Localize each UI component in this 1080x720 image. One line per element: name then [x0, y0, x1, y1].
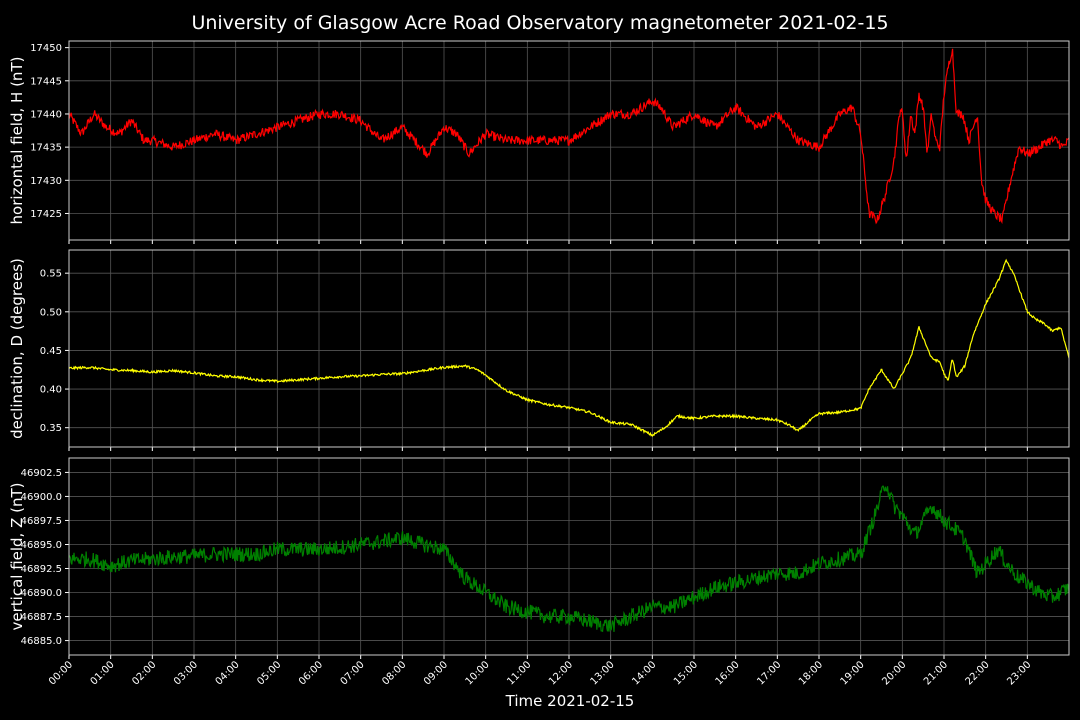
y-tick-label: 0.40	[40, 385, 62, 396]
panel-D: 0.35 0.40 0.45 0.50 0.55 declination, D (degr…	[8, 249, 1070, 451]
y-tick-label: 46892.5	[21, 564, 62, 575]
series-line-H	[69, 48, 1069, 225]
panel-H: 17425 17430 17435 17440 17445 17450 horizontal…	[8, 40, 1070, 244]
y-tick-label: 46887.5	[21, 612, 62, 623]
y-tick-label: 17445	[30, 76, 62, 87]
y-axis-label: horizontal field, H (nT)	[8, 57, 26, 225]
y-tick-label: 17440	[30, 109, 62, 120]
y-tick-label: 46902.5	[21, 468, 62, 479]
y-tick-label: 17430	[30, 176, 62, 187]
y-tick-label: 0.35	[40, 423, 62, 434]
y-tick-label: 46885.0	[21, 636, 62, 647]
panel-Z: 46885.0 46887.5 46890.0 46892.5 46895.0 46897…	[8, 457, 1070, 659]
series-line-D	[69, 258, 1069, 438]
y-axis-label: declination, D (degrees)	[8, 258, 26, 439]
panel-frame	[68, 249, 1070, 448]
y-tick-label: 17425	[30, 209, 62, 220]
y-tick-label: 17435	[30, 143, 62, 154]
y-tick-label: 17450	[30, 43, 62, 54]
panel-frame	[68, 40, 1070, 241]
panel-frame	[68, 457, 1070, 656]
y-tick-label: 46890.0	[21, 588, 62, 599]
y-tick-label: 46900.0	[21, 492, 62, 503]
y-tick-label: 0.55	[40, 269, 62, 280]
chart-title: University of Glasgow Acre Road Observat…	[191, 12, 888, 34]
y-tick-label: 46897.5	[21, 516, 62, 527]
y-tick-label: 46895.0	[21, 540, 62, 551]
y-tick-label: 0.50	[40, 307, 62, 318]
y-tick-label: 0.45	[40, 346, 62, 357]
y-axis-label: vertical field, Z (nT)	[8, 482, 26, 630]
x-axis-label: Time 2021-02-15	[505, 692, 635, 710]
series-line-Z	[69, 485, 1069, 633]
